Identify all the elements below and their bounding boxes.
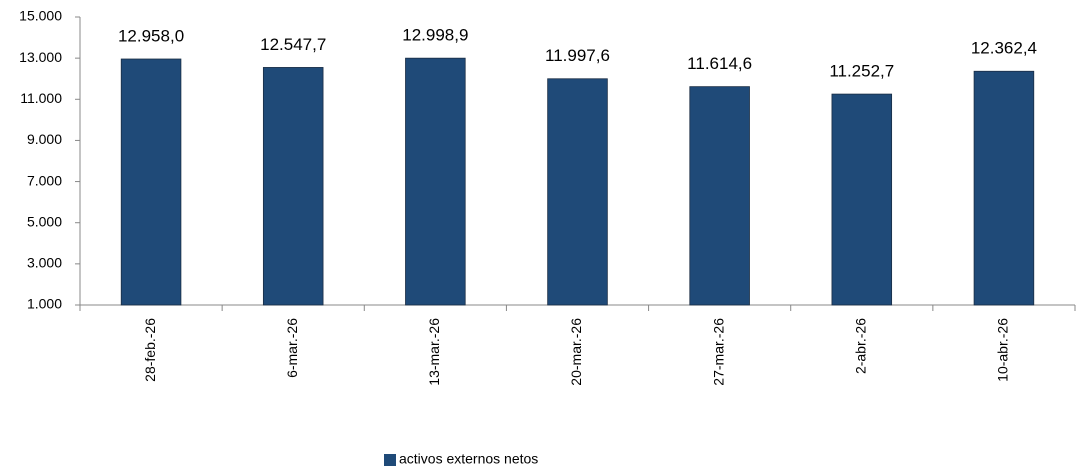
y-tick-label: 1.000: [27, 296, 62, 312]
data-label: 11.252,7: [829, 62, 894, 81]
y-tick-label: 13.000: [19, 49, 62, 65]
x-tick-label: 6-mar.-26: [284, 318, 300, 378]
y-tick-label: 3.000: [27, 255, 62, 271]
y-tick-label: 5.000: [27, 213, 62, 229]
x-tick-label: 28-feb.-26: [142, 318, 158, 382]
x-tick-label: 13-mar.-26: [426, 318, 442, 386]
y-tick-label: 11.000: [20, 90, 62, 106]
x-tick-label: 10-abr.-26: [995, 318, 1011, 382]
data-label: 12.998,9: [402, 26, 468, 45]
data-label: 11.997,6: [545, 46, 610, 65]
bar: [973, 70, 1035, 306]
legend-swatch: [384, 454, 396, 466]
y-tick-label: 9.000: [27, 131, 62, 147]
x-tick-label: 27-mar.-26: [710, 318, 726, 386]
y-tick-label: 15.000: [19, 8, 62, 24]
data-label: 11.614,6: [687, 54, 752, 73]
bar: [689, 86, 750, 306]
bar: [262, 67, 324, 306]
bar: [547, 78, 608, 306]
bar: [831, 93, 893, 306]
legend-label: activos externos netos: [399, 451, 538, 466]
x-tick-label: 20-mar.-26: [568, 318, 584, 386]
data-label: 12.362,4: [971, 39, 1037, 58]
x-tick-label: 2-abr.-26: [852, 318, 868, 374]
bar: [120, 58, 182, 306]
y-tick-label: 7.000: [27, 172, 62, 188]
bar: [405, 57, 466, 306]
data-label: 12.958,0: [118, 26, 184, 45]
data-label: 12.547,7: [260, 35, 326, 54]
